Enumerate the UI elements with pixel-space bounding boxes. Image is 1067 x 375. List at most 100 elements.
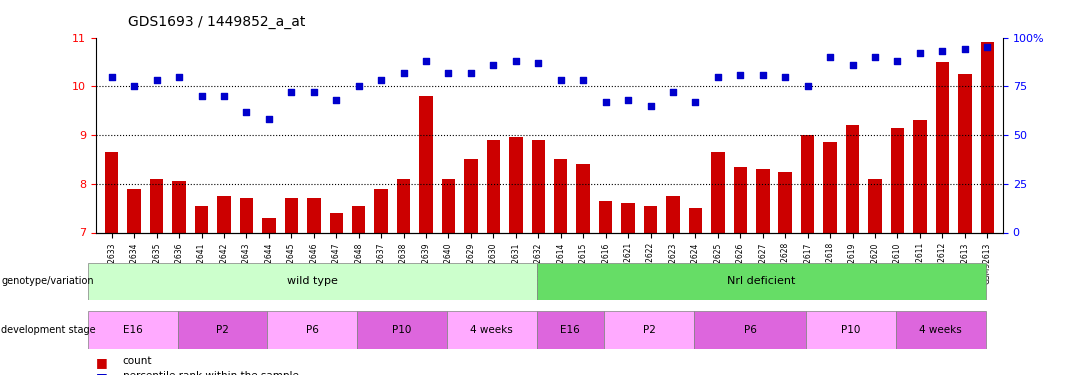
Point [395,70,412,76]
FancyBboxPatch shape [447,311,537,349]
Point [934,48,951,54]
Bar [846,125,859,232]
Bar [487,140,500,232]
Bar [149,179,163,232]
Bar [442,179,456,232]
Point [777,74,794,80]
Text: genotype/variation: genotype/variation [1,276,94,286]
Point [417,58,434,64]
Bar [330,213,343,232]
FancyBboxPatch shape [896,311,986,349]
Text: 4 weeks: 4 weeks [920,325,962,335]
Bar [127,189,141,232]
Bar [531,140,545,232]
Bar [913,120,926,232]
Point [193,93,210,99]
Point [350,83,367,89]
Point [799,83,816,89]
Bar [240,198,253,232]
FancyBboxPatch shape [87,262,537,300]
Point [642,103,659,109]
Text: count: count [123,356,153,366]
Bar [195,206,208,232]
Bar [576,164,590,232]
Bar [958,74,972,232]
Bar [307,198,320,232]
Point [732,72,749,78]
Bar [666,196,680,232]
Point [238,109,255,115]
Point [216,93,233,99]
Bar [801,135,814,232]
Text: ■: ■ [96,356,108,369]
Bar [757,169,769,232]
Bar [981,42,994,232]
Bar [419,96,433,232]
Point [103,74,121,80]
Bar [936,62,950,232]
FancyBboxPatch shape [177,311,268,349]
Point [978,44,996,50]
Point [754,72,771,78]
Bar [891,128,904,232]
Bar [218,196,230,232]
FancyBboxPatch shape [806,311,896,349]
Point [889,58,906,64]
Bar [509,138,523,232]
Text: percentile rank within the sample: percentile rank within the sample [123,371,299,375]
Point [620,97,637,103]
FancyBboxPatch shape [694,311,806,349]
Point [507,58,524,64]
Point [462,70,479,76]
Text: ■: ■ [96,371,108,375]
Point [553,77,570,83]
FancyBboxPatch shape [357,311,447,349]
Text: P6: P6 [744,325,757,335]
Text: GDS1693 / 1449852_a_at: GDS1693 / 1449852_a_at [128,15,305,29]
Text: E16: E16 [560,325,580,335]
Bar [105,152,118,232]
FancyBboxPatch shape [537,262,986,300]
Text: P10: P10 [841,325,861,335]
Point [665,89,682,95]
Bar [824,142,837,232]
Bar [285,198,298,232]
Point [822,54,839,60]
Text: Nrl deficient: Nrl deficient [727,276,795,286]
Bar [869,179,881,232]
Text: E16: E16 [123,325,143,335]
Point [372,77,389,83]
Point [260,116,277,122]
Bar [173,181,186,232]
Text: 4 weeks: 4 weeks [471,325,513,335]
Text: P6: P6 [306,325,319,335]
Point [575,77,592,83]
Bar [375,189,388,232]
Point [328,97,345,103]
Bar [464,159,478,232]
Point [440,70,457,76]
Point [283,89,300,95]
Point [710,74,727,80]
Point [844,62,861,68]
FancyBboxPatch shape [87,311,177,349]
Bar [688,208,702,232]
Point [598,99,615,105]
Bar [599,201,612,232]
Point [148,77,165,83]
Bar [779,172,792,232]
Point [171,74,188,80]
Bar [397,179,411,232]
Text: development stage: development stage [1,325,96,335]
Bar [734,166,747,232]
Text: P10: P10 [393,325,412,335]
Bar [262,218,275,232]
Text: P2: P2 [642,325,655,335]
Bar [554,159,568,232]
Bar [643,206,657,232]
Point [956,46,973,52]
Point [126,83,143,89]
FancyBboxPatch shape [537,311,604,349]
Point [305,89,322,95]
FancyBboxPatch shape [268,311,357,349]
